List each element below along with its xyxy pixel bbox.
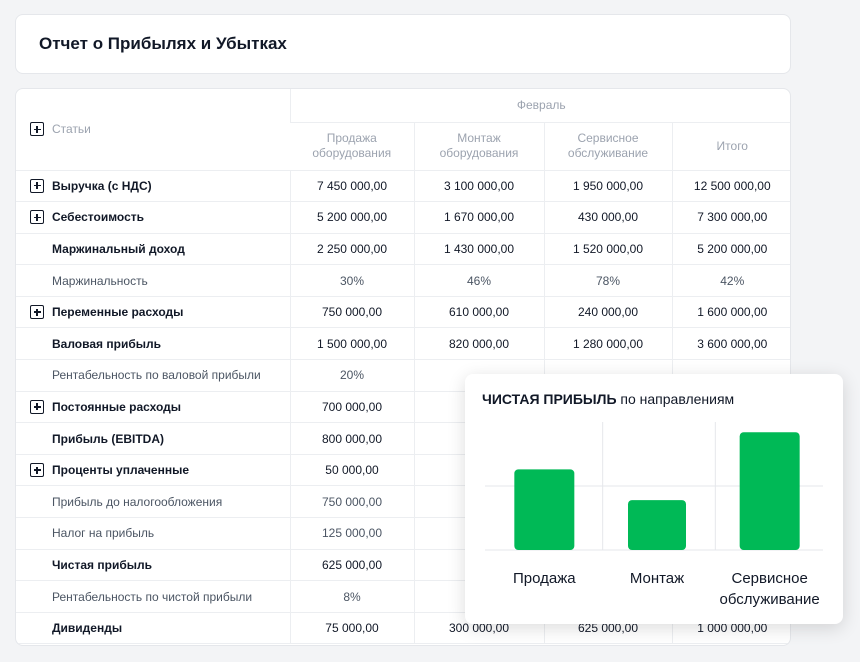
value-cell: 50 000,00 (289, 454, 414, 487)
value-cell: 1 500 000,00 (289, 327, 414, 361)
row-label: Рентабельность по валовой прибыли (52, 368, 261, 383)
value-cell: 12 500 000,00 (671, 170, 790, 203)
pnl-table-card: Статьи Февраль Продажа оборудования Монта… (15, 88, 791, 646)
chart-title: ЧИСТАЯ ПРИБЫЛЬ по направлениям (482, 391, 734, 407)
pnl-table: Статьи Февраль Продажа оборудования Монта… (16, 89, 790, 645)
row-label-cell: Маржинальность (16, 264, 290, 297)
column-header-2: Сервисное обслуживание (543, 122, 672, 171)
expand-row-icon[interactable] (30, 399, 44, 414)
row-label-cell: Дивиденды (16, 612, 290, 645)
row-label: Рентабельность по чистой прибыли (52, 589, 253, 604)
row-label-cell: Валовая прибыль (16, 327, 290, 361)
table-row[interactable]: Переменные расходы 750 000,00 610 000,00 24… (16, 296, 790, 329)
value-cell: 610 000,00 (413, 296, 544, 329)
row-label-cell[interactable]: Постоянные расходы (16, 391, 290, 424)
row-label: Проценты уплаченные (52, 463, 190, 478)
chart-bar[interactable] (628, 500, 686, 550)
column-header-3: Итого (671, 122, 790, 171)
value-cell: 750 000,00 (289, 485, 414, 519)
row-label-cell: Прибыль (EBITDA) (16, 422, 290, 455)
table-row: Маржинальный доход 2 250 000,00 1 430 000,… (16, 233, 790, 266)
chart-category-label: Монтаж (630, 570, 684, 587)
value-cell: 3 100 000,00 (413, 170, 544, 203)
table-row: Валовая прибыль 1 500 000,00 820 000,00 1 2… (16, 327, 790, 361)
value-cell: 30% (289, 264, 414, 297)
row-label-cell: Чистая прибыль (16, 549, 290, 582)
value-cell: 1 600 000,00 (671, 296, 790, 329)
expand-row-icon[interactable] (30, 463, 44, 478)
title-card: Отчет о Прибылях и Убытках (15, 14, 791, 74)
row-label: Дивиденды (52, 621, 123, 636)
chart-title-bold: ЧИСТАЯ ПРИБЫЛЬ (482, 391, 617, 407)
row-label-cell: Прибыль до налогообложения (16, 485, 290, 519)
value-cell: 625 000,00 (289, 549, 414, 582)
row-label-cell[interactable]: Выручка (с НДС) (16, 170, 290, 203)
chart-bar[interactable] (739, 432, 800, 550)
row-label: Постоянные расходы (52, 399, 182, 414)
row-label-cell[interactable]: Переменные расходы (16, 296, 290, 329)
row-label-cell[interactable]: Себестоимость (16, 201, 290, 234)
net-profit-chart: Продажа Монтаж Сервисное обслуживание (485, 422, 823, 608)
value-cell: 75 000,00 (289, 612, 414, 645)
value-cell: 5 200 000,00 (671, 233, 790, 266)
value-cell: 1 670 000,00 (413, 201, 544, 234)
row-label-cell[interactable]: Проценты уплаченные (16, 454, 290, 487)
chart-category-label: Сервисное обслуживание (720, 570, 820, 608)
value-cell: 8% (289, 580, 414, 613)
row-label-cell: Рентабельность по чистой прибыли (16, 580, 290, 613)
column-header-0: Продажа оборудования (290, 122, 414, 171)
row-label-cell: Налог на прибыль (16, 517, 290, 550)
stat-header-label: Статьи (52, 122, 91, 137)
value-cell: 820 000,00 (413, 327, 544, 361)
table-row[interactable]: Себестоимость 5 200 000,00 1 670 000,00 430… (16, 201, 790, 234)
row-label: Переменные расходы (52, 305, 184, 320)
expand-row-icon[interactable] (30, 210, 44, 225)
expand-row-icon[interactable] (30, 305, 44, 320)
value-cell: 1 430 000,00 (413, 233, 544, 266)
expand-row-icon[interactable] (30, 178, 44, 193)
net-profit-chart-popup: Продажа Монтаж Сервисное обслуживание ЧИСТА… (465, 374, 843, 624)
row-label: Выручка (с НДС) (52, 178, 152, 193)
value-cell: 1 280 000,00 (543, 327, 672, 361)
row-label: Себестоимость (52, 210, 145, 225)
row-label-cell: Рентабельность по валовой прибыли (16, 359, 290, 392)
row-label: Налог на прибыль (52, 526, 155, 541)
value-cell: 1 950 000,00 (543, 170, 672, 203)
chart-bar[interactable] (514, 469, 575, 550)
row-label-cell: Маржинальный доход (16, 233, 290, 266)
chart-category-label: Продажа (513, 570, 576, 587)
value-cell: 700 000,00 (289, 391, 414, 424)
chart-title-rest: по направлениям (616, 391, 735, 407)
value-cell: 7 450 000,00 (289, 170, 414, 203)
column-header-1: Монтаж оборудования (413, 122, 544, 171)
value-cell: 42% (671, 264, 790, 297)
expand-all-icon[interactable] (30, 122, 44, 137)
value-cell: 1 520 000,00 (543, 233, 672, 266)
value-cell: 20% (289, 359, 414, 392)
row-label: Прибыль до налогообложения (52, 494, 223, 509)
value-cell: 430 000,00 (543, 201, 672, 234)
value-cell: 750 000,00 (289, 296, 414, 329)
row-label: Маржинальность (52, 273, 148, 288)
row-label: Маржинальный доход (52, 241, 185, 256)
value-cell: 3 600 000,00 (671, 327, 790, 361)
value-cell: 5 200 000,00 (289, 201, 414, 234)
value-cell: 125 000,00 (289, 517, 414, 550)
month-header: Февраль (289, 89, 790, 123)
value-cell: 240 000,00 (543, 296, 672, 329)
row-label: Валовая прибыль (52, 336, 161, 351)
row-label: Чистая прибыль (52, 557, 152, 572)
stat-header-cell[interactable]: Статьи (16, 89, 290, 171)
table-row: Маржинальность 30% 46% 78% 42% (16, 264, 790, 297)
table-row[interactable]: Выручка (с НДС) 7 450 000,00 3 100 000,00 1… (16, 170, 790, 203)
value-cell: 800 000,00 (289, 422, 414, 455)
row-label: Прибыль (EBITDA) (52, 431, 164, 446)
value-cell: 2 250 000,00 (289, 233, 414, 266)
page-title: Отчет о Прибылях и Убытках (39, 34, 287, 53)
value-cell: 46% (413, 264, 544, 297)
value-cell: 7 300 000,00 (671, 201, 790, 234)
value-cell: 78% (543, 264, 672, 297)
